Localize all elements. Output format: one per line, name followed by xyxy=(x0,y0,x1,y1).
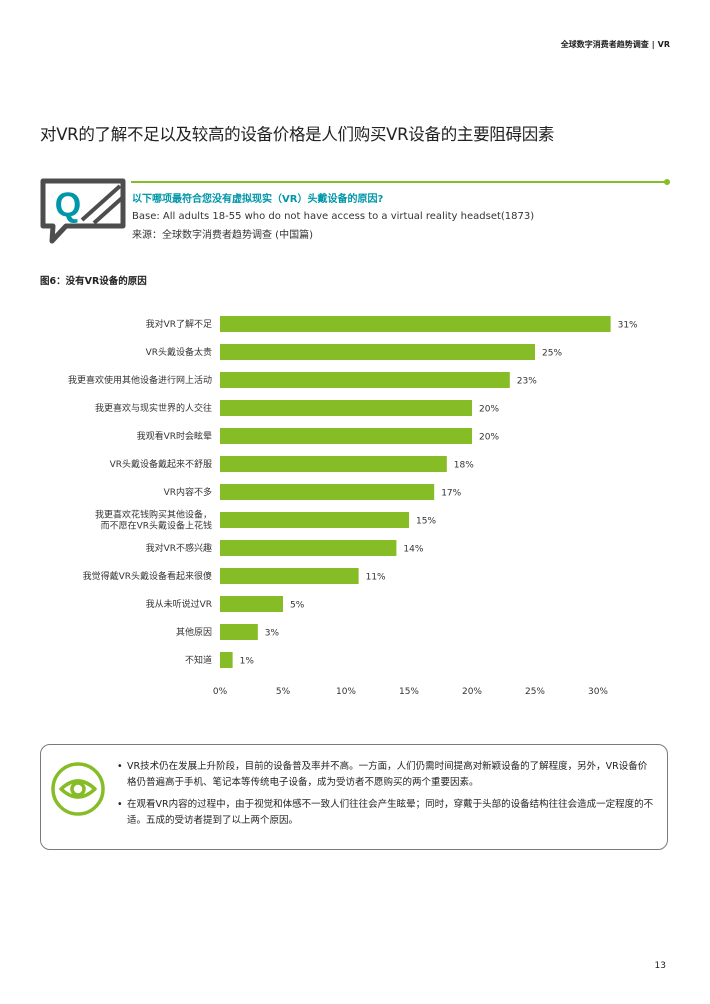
value-label: 17% xyxy=(441,489,461,499)
reasons-bar-chart: 我对VR了解不足 31% VR头戴设备太贵 25% 我更喜欢使用其他设备进行网上活动 23… xyxy=(68,316,638,697)
insight-item: • VR技术仍在发展上升阶段，目前的设备普及率并不高。一方面，人们仍需时间提高对… xyxy=(117,759,655,791)
category-label: 我觉得戴VR头戴设备看起来很傻 xyxy=(83,570,212,582)
category-label: VR内容不多 xyxy=(164,486,212,498)
x-tick-label: 5% xyxy=(276,687,291,697)
value-label: 3% xyxy=(265,629,280,639)
page-number: 13 xyxy=(654,961,666,971)
insight-text: 在观看VR内容的过程中，由于视觉和体感不一致人们往往会产生眩晕；同时，穿戴于头部… xyxy=(127,799,654,826)
bar xyxy=(220,540,397,556)
survey-source: 来源：全球数字消费者趋势调查 (中国篇) xyxy=(132,230,313,241)
category-label: VR头戴设备戴起来不舒服 xyxy=(110,458,212,470)
category-label: 我对VR了解不足 xyxy=(146,318,212,330)
insight-item: • 在观看VR内容的过程中，由于视觉和体感不一致人们往往会产生眩晕；同时，穿戴于… xyxy=(117,797,655,829)
value-label: 25% xyxy=(542,349,562,359)
value-label: 1% xyxy=(240,657,255,667)
bar xyxy=(220,484,435,500)
category-label: 我对VR不感兴趣 xyxy=(146,542,212,554)
survey-base: Base: All adults 18-55 who do not have a… xyxy=(132,211,535,222)
x-tick-label: 15% xyxy=(399,687,419,697)
x-tick-label: 20% xyxy=(462,687,482,697)
survey-question: 以下哪项最符合您没有虚拟现实（VR）头戴设备的原因? xyxy=(132,194,384,205)
category-label: 我更喜欢与现实世界的人交往 xyxy=(95,402,212,414)
report-header: 全球数字消费者趋势调查 | VR xyxy=(561,39,670,50)
x-tick-label: 25% xyxy=(525,687,545,697)
bar xyxy=(220,372,510,388)
bar xyxy=(220,596,283,612)
value-label: 5% xyxy=(290,601,305,611)
value-label: 20% xyxy=(479,405,499,415)
bar xyxy=(220,568,359,584)
bar xyxy=(220,428,472,444)
category-label: VR头戴设备太贵 xyxy=(146,346,212,358)
value-label: 14% xyxy=(403,545,423,555)
value-label: 15% xyxy=(416,517,436,527)
category-label: 我从未听说过VR xyxy=(146,598,212,610)
insight-text: VR技术仍在发展上升阶段，目前的设备普及率并不高。一方面，人们仍需时间提高对新颖… xyxy=(127,761,648,788)
figure-label: 图6：没有VR设备的原因 xyxy=(40,276,147,287)
page-title: 对VR的了解不足以及较高的设备价格是人们购买VR设备的主要阻碍因素 xyxy=(40,125,555,144)
value-label: 23% xyxy=(517,377,537,387)
x-tick-label: 0% xyxy=(213,687,228,697)
bar xyxy=(220,624,258,640)
bullet: • xyxy=(117,761,123,772)
bar xyxy=(220,400,472,416)
category-label: 不知道 xyxy=(185,654,212,666)
value-label: 31% xyxy=(618,321,638,331)
value-label: 11% xyxy=(366,573,386,583)
insight-box: • VR技术仍在发展上升阶段，目前的设备普及率并不高。一方面，人们仍需时间提高对… xyxy=(40,744,668,850)
x-tick-label: 10% xyxy=(336,687,356,697)
question-block: 以下哪项最符合您没有虚拟现实（VR）头戴设备的原因? Base: All adu… xyxy=(132,190,672,241)
bar xyxy=(220,316,611,332)
x-tick-label: 30% xyxy=(588,687,608,697)
header-separator: | xyxy=(651,40,655,49)
question-rule xyxy=(131,181,666,183)
category-label: 我观看VR时会眩晕 xyxy=(137,430,212,442)
bar xyxy=(220,512,409,528)
category-label: 我更喜欢使用其他设备进行网上活动 xyxy=(68,374,212,386)
insight-list: • VR技术仍在发展上升阶段，目前的设备普及率并不高。一方面，人们仍需时间提高对… xyxy=(117,759,655,835)
question-bubble-icon: Q xyxy=(40,178,126,244)
value-label: 18% xyxy=(454,461,474,471)
section-name: VR xyxy=(657,40,670,49)
category-label: 我更喜欢花钱购买其他设备，而不愿在VR头戴设备上花钱 xyxy=(95,509,212,532)
question-letter: Q xyxy=(55,186,81,224)
category-label: 其他原因 xyxy=(176,626,212,638)
question-rule-dot xyxy=(664,179,670,185)
report-name: 全球数字消费者趋势调查 xyxy=(560,40,649,49)
eye-icon xyxy=(51,762,105,816)
bar xyxy=(220,652,233,668)
value-label: 20% xyxy=(479,433,499,443)
bullet: • xyxy=(117,799,123,810)
bar xyxy=(220,456,447,472)
bar xyxy=(220,344,535,360)
